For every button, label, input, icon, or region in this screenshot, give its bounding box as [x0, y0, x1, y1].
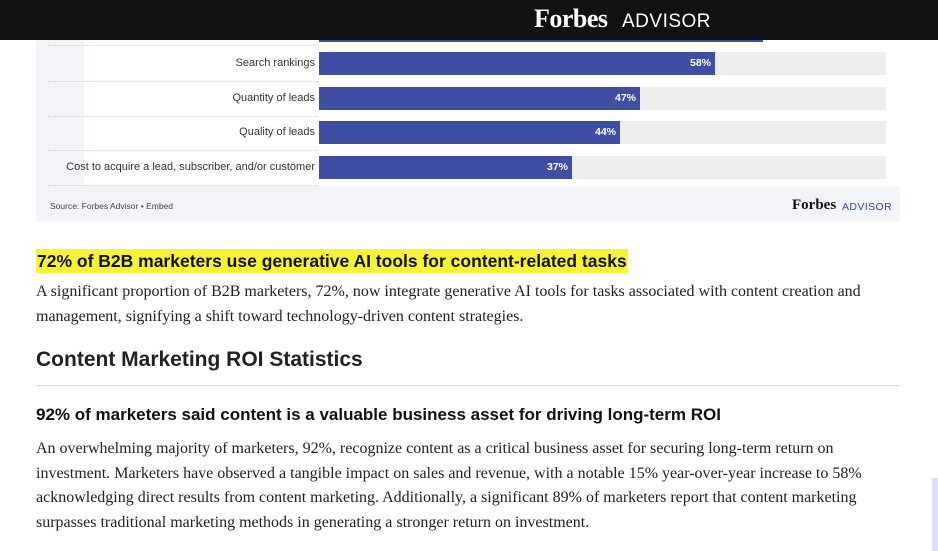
chart-bar — [319, 156, 572, 179]
paragraph-ai-tools: A significant proportion of B2B marketer… — [36, 283, 861, 325]
paragraph-roi: An overwhelming majority of marketers, 9… — [36, 440, 862, 531]
chart-row-separator — [48, 116, 318, 117]
chart-row-separator — [48, 45, 318, 46]
embed-link[interactable]: Embed — [146, 201, 173, 211]
chart-bar — [319, 121, 620, 144]
source-label: Source: — [50, 201, 82, 211]
source-separator: • — [138, 201, 147, 211]
chart-value-label: 58% — [689, 57, 711, 69]
section-heading: Content Marketing ROI Statistics — [36, 348, 363, 371]
site-logo[interactable]: Forbes — [534, 4, 608, 33]
chart-bar — [319, 87, 640, 110]
card-logo: Forbes — [792, 197, 837, 213]
subheading: 92% of marketers said content is a valua… — [36, 405, 721, 424]
chart-category-label: Quality of leads — [239, 126, 315, 138]
site-header: Forbes ADVISOR — [0, 0, 938, 40]
chart-value-label: 37% — [546, 161, 568, 173]
site-logo-sub[interactable]: ADVISOR — [622, 11, 712, 32]
scroll-indicator — [932, 478, 938, 551]
chart-value-label: 44% — [594, 126, 616, 138]
chart-category-label: Search rankings — [235, 57, 316, 69]
chart-row-separator — [48, 185, 318, 186]
chart-category-label: Quantity of leads — [232, 92, 315, 104]
highlighted-heading: 72% of B2B marketers use generative AI t… — [36, 249, 628, 273]
chart-value-label: 47% — [614, 92, 636, 104]
chart-bar — [319, 52, 715, 75]
card-logo-sub: ADVISOR — [842, 201, 893, 213]
section-divider — [36, 385, 900, 386]
chart-row-separator — [48, 150, 318, 151]
chart-source: Source: Forbes Advisor • Embed — [50, 201, 173, 211]
source-link[interactable]: Forbes Advisor — [81, 201, 139, 211]
chart-category-label: Cost to acquire a lead, subscriber, and/… — [66, 161, 315, 173]
chart-row-separator — [48, 81, 318, 82]
